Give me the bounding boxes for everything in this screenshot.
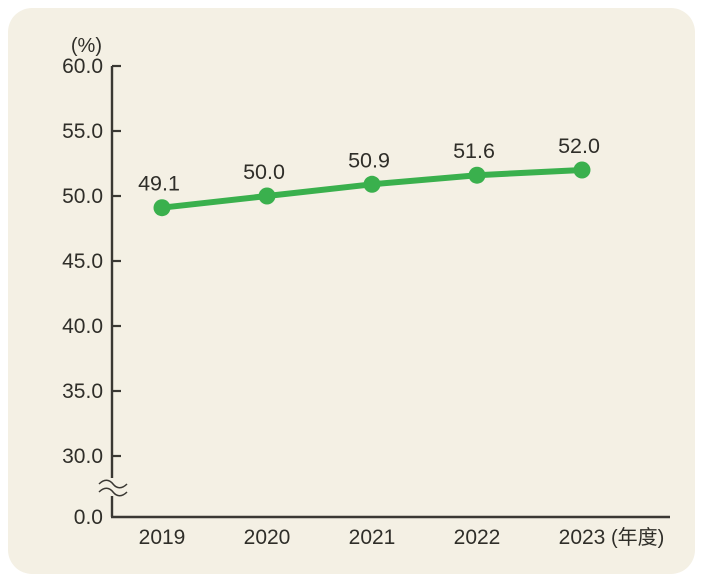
y-axis-labels: 60.0 55.0 50.0 45.0 40.0 35.0 30.0 0.0 <box>62 55 103 529</box>
data-point-2023 <box>573 161 591 179</box>
y-tick-label: 60.0 <box>62 55 103 78</box>
axis-break-icon <box>98 479 128 489</box>
y-tick-label: 45.0 <box>62 250 103 273</box>
data-label: 49.1 <box>138 172 180 196</box>
chart-panel <box>8 8 695 574</box>
x-tick-label: 2021 <box>349 526 396 549</box>
y-tick-label: 0.0 <box>74 506 103 529</box>
x-tick-label: 2022 <box>454 526 501 549</box>
y-tick-label: 40.0 <box>62 315 103 338</box>
y-tick-label: 50.0 <box>62 185 103 208</box>
data-series <box>153 161 591 217</box>
y-axis-unit-label: (%) <box>71 35 102 57</box>
data-label: 50.0 <box>243 160 285 184</box>
x-axis-unit-label: (年度) <box>611 526 664 549</box>
data-point-2021 <box>363 175 381 193</box>
data-label: 51.6 <box>453 139 495 163</box>
axis-break-icon <box>98 487 128 497</box>
x-tick-label: 2019 <box>139 526 186 549</box>
y-tick-label: 35.0 <box>62 380 103 403</box>
data-point-2022 <box>468 166 486 184</box>
y-axis-ticks <box>112 64 121 458</box>
data-label: 50.9 <box>348 148 390 172</box>
data-label: 52.0 <box>558 134 600 158</box>
y-tick-label: 30.0 <box>62 445 103 468</box>
y-tick-label: 55.0 <box>62 120 103 143</box>
x-axis-labels: 2019 2020 2021 2022 2023 <box>139 526 606 549</box>
x-tick-label: 2023 <box>559 526 606 549</box>
data-point-2020 <box>258 187 276 205</box>
data-value-labels: 49.1 50.0 50.9 51.6 52.0 <box>138 134 600 196</box>
x-tick-label: 2020 <box>244 526 291 549</box>
data-point-2019 <box>153 199 171 217</box>
